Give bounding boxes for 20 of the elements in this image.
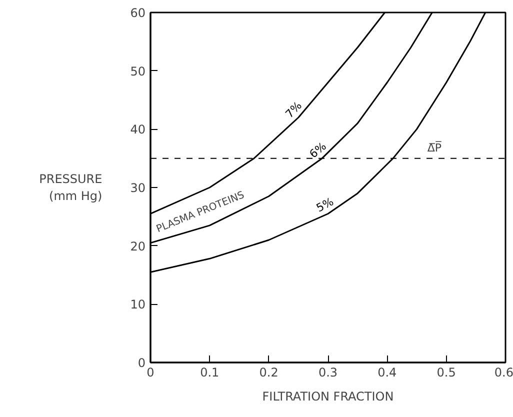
ref-line-label: Δ̅P̅: [427, 140, 442, 154]
x-tick-label: 0.2: [259, 366, 278, 380]
x-tick-label: 0.3: [318, 366, 338, 380]
y-axis-title: PRESSURE (mm Hg): [39, 172, 102, 203]
y-tick-label: 0: [138, 356, 146, 370]
x-tick-label: 0.6: [494, 366, 513, 380]
x-tick-label: 0: [146, 366, 154, 380]
y-tick-label: 50: [130, 64, 146, 78]
x-tick-label: 0.1: [200, 366, 220, 380]
y-tick-label: 60: [130, 6, 146, 20]
x-tick-label: 0.4: [378, 366, 397, 380]
y-tick-label: 20: [130, 239, 146, 254]
y-tick-label: 10: [130, 298, 146, 312]
x-axis-title: FILTRATION FRACTION: [262, 390, 394, 404]
text: 5%: [314, 195, 336, 215]
y-tick-label: 40: [130, 122, 146, 137]
y-tick-label: 30: [130, 181, 146, 195]
text: 6%: [307, 140, 329, 161]
x-tick-label: 0.5: [436, 366, 456, 380]
text: 7%: [283, 99, 304, 121]
